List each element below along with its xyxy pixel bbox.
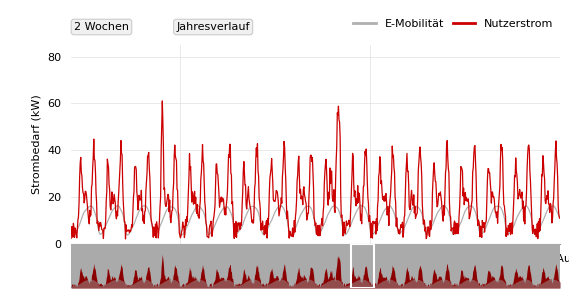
- Legend: E-Mobilität, Nutzerstrom: E-Mobilität, Nutzerstrom: [349, 15, 558, 33]
- Text: 2 Wochen: 2 Wochen: [74, 22, 129, 32]
- Y-axis label: Strombedarf (kW): Strombedarf (kW): [32, 94, 42, 194]
- Text: Jahresverlauf: Jahresverlauf: [176, 22, 250, 32]
- Bar: [351, 244, 374, 288]
